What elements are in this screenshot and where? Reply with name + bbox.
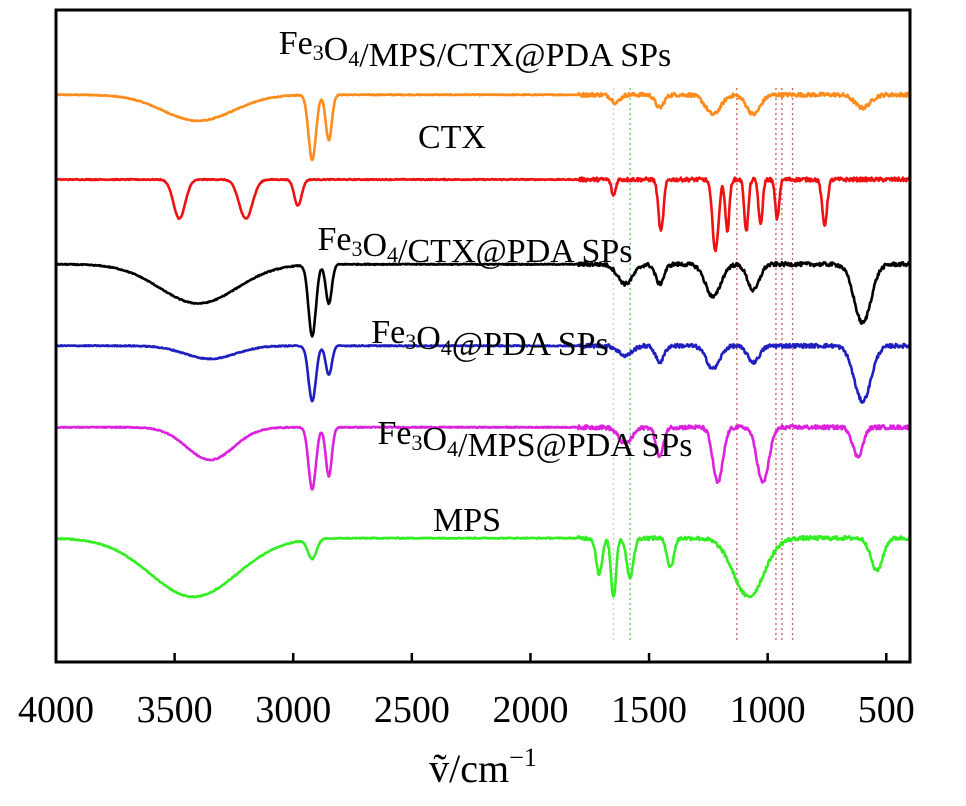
series-line-fe3o4-pda-sps <box>55 342 912 404</box>
series-labels: Fe3O4/MPS/CTX@PDA SPs CTX Fe3O4/CTX@PDA SP… <box>279 25 693 539</box>
reference-lines <box>612 88 794 640</box>
x-axis-title: ṽ/cm−1 <box>429 743 537 791</box>
plot-frame <box>54 8 912 664</box>
x-tick-label-1500: 1500 <box>611 689 687 731</box>
x-tick-label-2500: 2500 <box>374 689 450 731</box>
x-tick-label-3500: 3500 <box>137 689 213 731</box>
x-tick-label-4000: 4000 <box>18 689 94 731</box>
series-line-mps <box>55 534 911 599</box>
x-tick-label-2000: 2000 <box>492 689 568 731</box>
series-lines <box>55 91 912 599</box>
x-tick-label-500: 500 <box>858 689 915 731</box>
x-tick-label-3000: 3000 <box>255 689 331 731</box>
series-line-fe3o4-mps-ctx-pda-sps <box>55 91 911 162</box>
series-line-ctx <box>55 176 912 253</box>
x-tick-label-1000: 1000 <box>730 689 806 731</box>
series-label-4: Fe3O4/MPS@PDA SPs <box>377 415 692 464</box>
series-line-fe3o4-mps-pda-sps <box>55 424 912 491</box>
x-axis-ticks: 4000 3500 3000 2500 2000 1500 1000 500 <box>18 653 915 731</box>
series-label-0: Fe3O4/MPS/CTX@PDA SPs <box>279 25 672 74</box>
series-label-1: CTX <box>418 119 486 156</box>
series-label-2: Fe3O4/CTX@PDA SPs <box>317 221 632 270</box>
series-label-5: MPS <box>433 502 501 539</box>
series-line-fe3o4-ctx-pda-sps <box>55 261 911 338</box>
series-label-3: Fe3O4@PDA SPs <box>371 314 609 363</box>
